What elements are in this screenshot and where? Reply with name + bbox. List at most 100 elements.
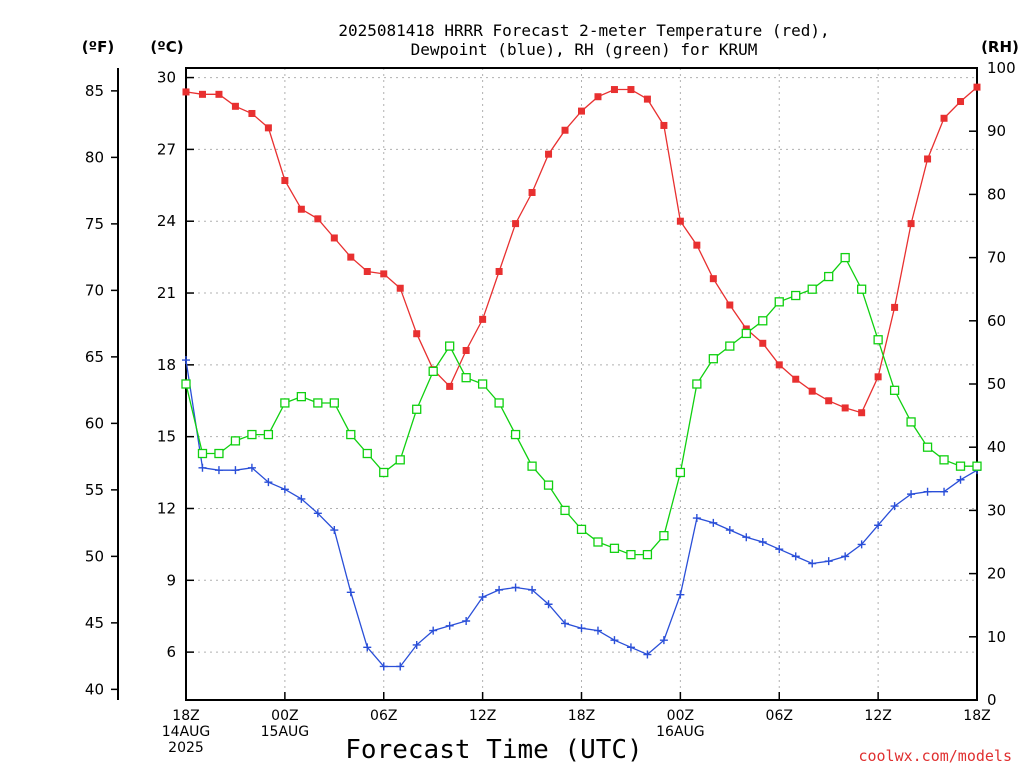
data-point (659, 531, 669, 541)
data-point (643, 650, 652, 659)
plot-frame (185, 67, 978, 701)
data-point (214, 448, 224, 459)
data-point (445, 621, 454, 630)
data-point (379, 662, 388, 671)
celsius-tick-label: 15 (157, 428, 176, 446)
fahrenheit-tick-label: 60 (85, 414, 104, 432)
data-point (297, 494, 306, 503)
series-temperature (182, 83, 981, 417)
data-point (791, 290, 801, 301)
data-point (446, 382, 454, 390)
fahrenheit-unit-label: (ºF) (82, 38, 114, 56)
data-point (313, 398, 323, 408)
data-point (594, 93, 602, 101)
celsius-axis: 6 9 12 15 18 21 24 27 30 (157, 69, 194, 661)
data-point (808, 559, 817, 568)
data-point (660, 121, 668, 129)
data-point (264, 478, 273, 487)
time-tick-label: 18Z (963, 708, 990, 724)
data-point (545, 150, 553, 158)
rh-tick-label: 0 (987, 691, 997, 709)
data-point (428, 366, 438, 377)
celsius-tick-label: 24 (157, 212, 176, 230)
data-point (215, 90, 223, 98)
data-point (610, 86, 618, 94)
data-point (924, 155, 932, 163)
time-tick-label: 15AUG (261, 724, 310, 740)
fahrenheit-tick-label: 70 (85, 281, 104, 299)
data-point (578, 107, 585, 115)
data-point (477, 379, 488, 389)
data-point (543, 480, 554, 490)
data-point (512, 220, 520, 228)
data-point (610, 636, 619, 645)
fahrenheit-tick-label: 40 (85, 680, 104, 698)
data-point (741, 328, 751, 339)
fahrenheit-tick-label: 50 (85, 547, 104, 565)
data-point (297, 205, 305, 213)
data-point (725, 341, 735, 351)
data-point (197, 448, 208, 459)
data-point (708, 354, 718, 364)
celsius-tick-label: 30 (157, 69, 176, 87)
data-point (396, 662, 405, 671)
data-point (659, 636, 668, 645)
data-point (561, 619, 570, 628)
data-point (494, 398, 504, 408)
data-point (462, 346, 470, 354)
data-point (922, 442, 933, 452)
fahrenheit-tick-label: 65 (85, 348, 104, 366)
data-point (759, 339, 767, 347)
fahrenheit-tick-label: 75 (85, 215, 104, 233)
data-point (198, 90, 206, 98)
data-point (182, 356, 190, 365)
time-tick-label: 06Z (766, 708, 793, 724)
data-point (510, 429, 521, 440)
data-point (363, 643, 372, 652)
data-point (609, 543, 620, 553)
data-point (709, 275, 717, 283)
data-point (379, 467, 389, 478)
data-point (231, 466, 240, 475)
data-point (775, 545, 784, 554)
data-point (642, 549, 653, 560)
data-point (412, 404, 422, 414)
data-point (380, 270, 388, 278)
data-point (841, 404, 849, 412)
time-tick-label: 00Z (667, 708, 694, 724)
data-point (891, 303, 899, 311)
data-point (593, 626, 602, 635)
data-point (413, 330, 421, 338)
data-point (280, 398, 290, 408)
data-point (329, 398, 339, 408)
data-point (462, 617, 471, 625)
data-point (346, 429, 356, 440)
data-point (280, 485, 289, 494)
data-point (247, 463, 256, 472)
data-point (495, 585, 504, 594)
data-point (857, 540, 866, 549)
data-point (676, 590, 685, 599)
time-tick-label: 18Z (568, 708, 595, 724)
celsius-tick-label: 21 (157, 284, 176, 302)
data-point (330, 234, 338, 242)
fahrenheit-tick-label: 55 (85, 481, 104, 499)
time-tick-label: 2025 (168, 740, 204, 756)
fahrenheit-tick-label: 85 (85, 82, 104, 100)
chart-subtitle: Dewpoint (blue), RH (green) for KRUM (411, 40, 758, 59)
data-point (511, 583, 520, 592)
data-point (263, 429, 274, 440)
time-tick-label: 14AUG (162, 724, 211, 740)
data-point (758, 316, 768, 326)
data-point (560, 505, 570, 516)
data-point (824, 271, 834, 282)
data-point (296, 391, 307, 402)
rh-tick-label: 20 (987, 565, 1006, 583)
rh-unit-label: (RH) (981, 38, 1019, 56)
time-tick-label: 06Z (370, 708, 397, 724)
data-point (692, 514, 701, 523)
rh-tick-label: 100 (987, 59, 1016, 77)
fahrenheit-tick-label: 80 (85, 148, 104, 166)
